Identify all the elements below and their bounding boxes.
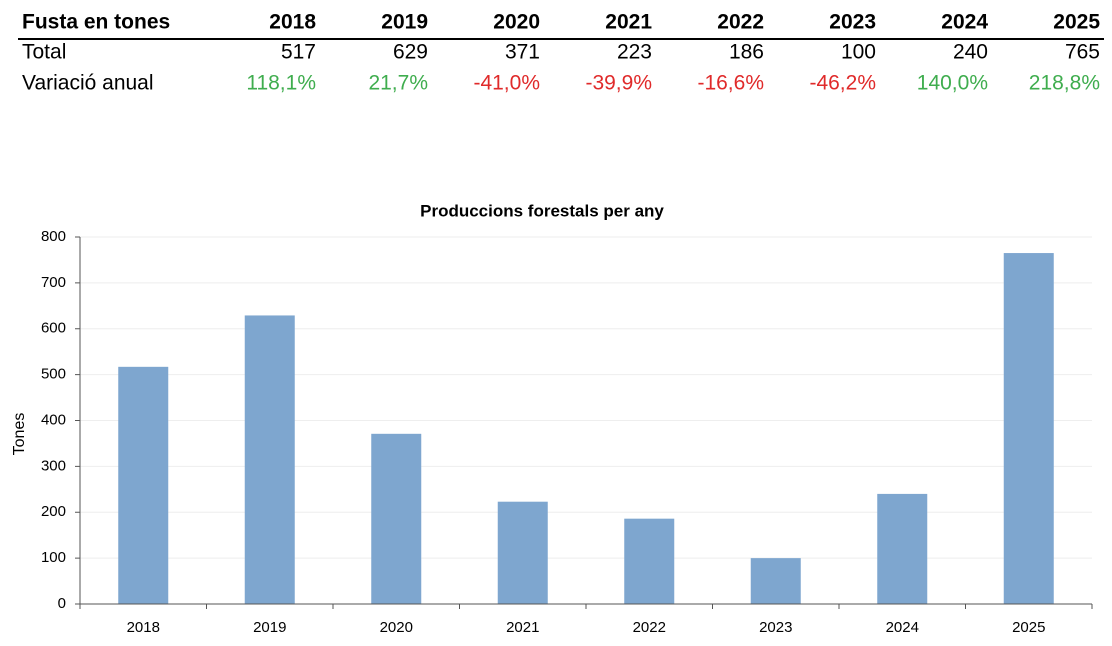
y-tick-label: 500 xyxy=(41,366,66,383)
table-cell: 765 xyxy=(1065,41,1100,64)
x-tick-label: 2018 xyxy=(127,619,160,636)
table-header-cell: 2019 xyxy=(381,11,428,34)
table-cell: Total xyxy=(22,41,66,64)
table-cell: 21,7% xyxy=(368,72,428,95)
y-tick-label: 200 xyxy=(41,503,66,520)
table-cell: 629 xyxy=(393,41,428,64)
table-header-cell: Fusta en tones xyxy=(22,11,170,34)
table-cell: Variació anual xyxy=(22,72,154,95)
y-tick-label: 300 xyxy=(41,457,66,474)
x-tick-label: 2024 xyxy=(886,619,919,636)
table-header-cell: 2018 xyxy=(269,11,316,34)
y-tick-label: 700 xyxy=(41,274,66,291)
chart-title: Produccions forestals per any xyxy=(420,201,664,220)
bar xyxy=(371,433,422,604)
y-tick-label: 400 xyxy=(41,411,66,428)
table-header-cell: 2021 xyxy=(605,11,652,34)
table-cell: -39,9% xyxy=(585,72,652,95)
table-cell: 186 xyxy=(729,41,764,64)
table-cell: 218,8% xyxy=(1029,72,1100,95)
x-tick-label: 2023 xyxy=(759,619,792,636)
table-cell: 118,1% xyxy=(246,72,316,95)
bar xyxy=(1003,253,1054,604)
table-cell: -46,2% xyxy=(809,72,876,95)
table-cell: 140,0% xyxy=(917,72,988,95)
bar xyxy=(877,493,928,604)
table-cell: 223 xyxy=(617,41,652,64)
x-tick-label: 2022 xyxy=(633,619,666,636)
table-cell: 371 xyxy=(505,41,540,64)
table-cell: -41,0% xyxy=(473,72,540,95)
x-tick-label: 2021 xyxy=(506,619,539,636)
table-cell: 100 xyxy=(841,41,876,64)
table-cell: 240 xyxy=(953,41,988,64)
y-tick-label: 100 xyxy=(41,549,66,566)
bar xyxy=(750,558,801,604)
bar xyxy=(624,518,675,604)
table-header-cell: 2020 xyxy=(493,11,540,34)
table-header-cell: 2025 xyxy=(1053,11,1100,34)
table-cell: -16,6% xyxy=(697,72,764,95)
bar xyxy=(497,501,548,604)
x-tick-label: 2020 xyxy=(380,619,413,636)
bar xyxy=(244,315,295,604)
x-tick-label: 2025 xyxy=(1012,619,1045,636)
x-tick-label: 2019 xyxy=(253,619,286,636)
table-header-cell: 2023 xyxy=(829,11,876,34)
table-header-cell: 2022 xyxy=(717,11,764,34)
table-cell: 517 xyxy=(281,41,316,64)
y-axis-label: Tones xyxy=(11,413,28,456)
bar xyxy=(118,366,169,604)
y-tick-label: 0 xyxy=(58,595,66,612)
y-tick-label: 800 xyxy=(41,228,66,245)
y-tick-label: 600 xyxy=(41,320,66,337)
table-header-cell: 2024 xyxy=(941,11,988,34)
